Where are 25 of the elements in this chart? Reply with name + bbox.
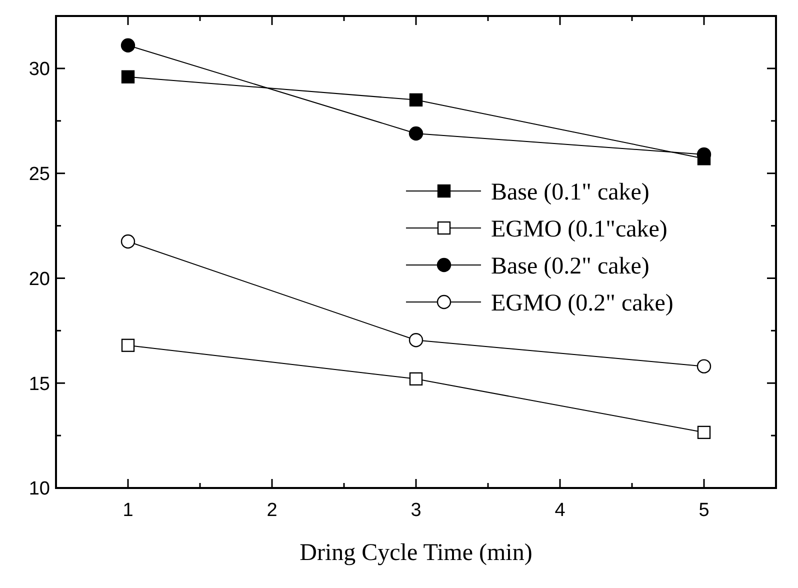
x-tick-label: 4 xyxy=(554,500,566,521)
legend-label: EGMO (0.1"cake) xyxy=(491,216,668,242)
x-tick-label: 2 xyxy=(266,500,278,521)
point xyxy=(408,126,424,141)
y-tick-label: 25 xyxy=(28,164,50,185)
point xyxy=(121,70,135,84)
legend-label: Base (0.2" cake) xyxy=(491,253,650,280)
x-axis-title: Dring Cycle Time (min) xyxy=(300,540,532,566)
point xyxy=(120,38,136,52)
point xyxy=(409,93,423,107)
point xyxy=(408,333,424,348)
y-tick-label: 15 xyxy=(28,374,50,395)
legend-label: Base (0.1" cake) xyxy=(491,179,650,206)
y-tick-label: 30 xyxy=(28,59,50,80)
y-tick-label: 20 xyxy=(28,268,50,290)
x-tick-label: 5 xyxy=(698,500,710,521)
point xyxy=(409,372,423,386)
legend-label: EGMO (0.2" cake) xyxy=(491,290,674,316)
y-tick-label: 10 xyxy=(28,478,50,500)
x-tick-label: 1 xyxy=(122,500,134,521)
point xyxy=(697,426,711,440)
x-tick-label: 3 xyxy=(410,500,422,521)
point xyxy=(121,338,135,352)
point xyxy=(120,234,136,249)
point xyxy=(696,359,712,374)
